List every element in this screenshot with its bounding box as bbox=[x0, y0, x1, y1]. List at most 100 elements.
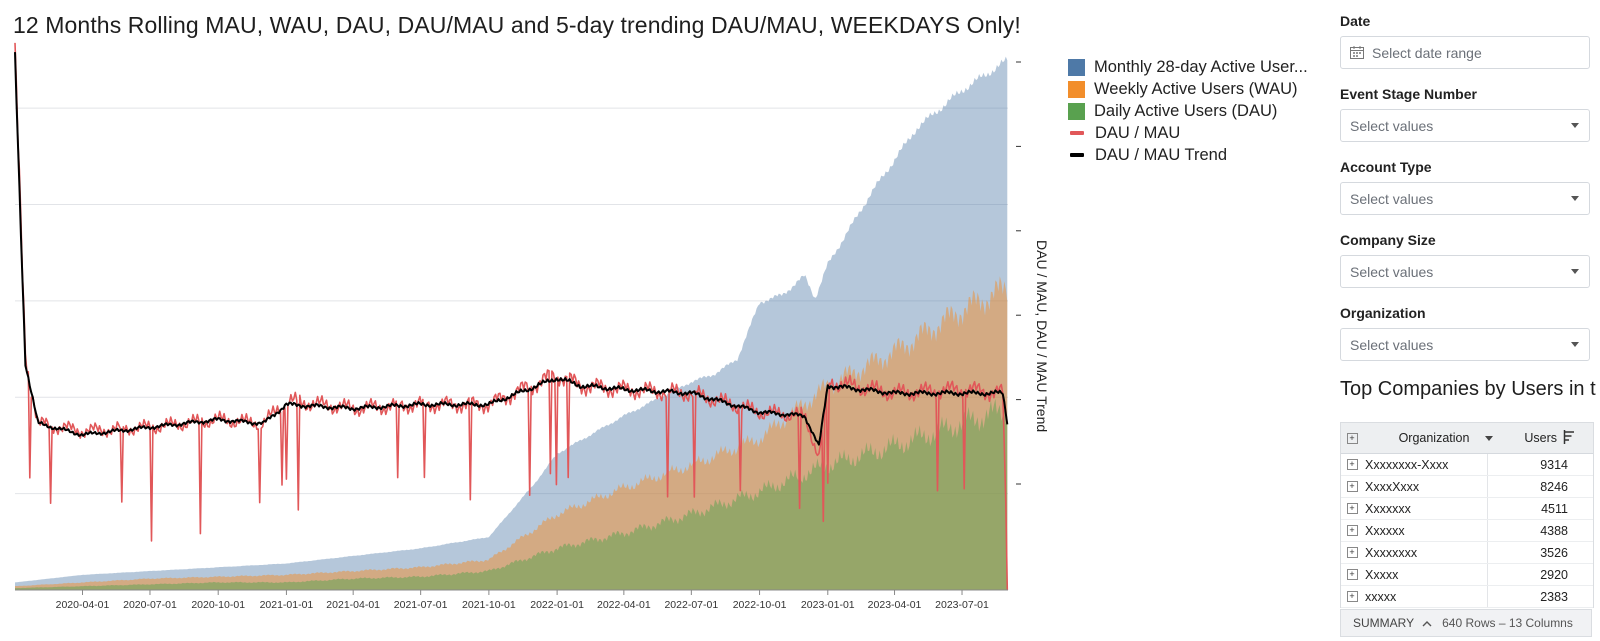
legend-item[interactable]: Weekly Active Users (WAU) bbox=[1068, 78, 1308, 100]
legend-swatch bbox=[1070, 153, 1084, 157]
event-stage-placeholder: Select values bbox=[1350, 117, 1434, 134]
cell-organization: Xxxxxxxx-Xxxx bbox=[1365, 457, 1449, 472]
legend-label: DAU / MAU bbox=[1095, 123, 1181, 142]
table-row[interactable]: + Xxxxxx 4388 bbox=[1341, 520, 1593, 542]
expand-row-icon[interactable]: + bbox=[1341, 459, 1363, 470]
legend-swatch bbox=[1068, 80, 1085, 98]
x-tick-label: 2022-10-01 bbox=[733, 599, 787, 611]
table-row[interactable]: + Xxxxx 2920 bbox=[1341, 564, 1593, 586]
chart-title: 12 Months Rolling MAU, WAU, DAU, DAU/MAU… bbox=[13, 12, 1021, 38]
account-type-select[interactable]: Select values bbox=[1340, 182, 1590, 215]
expand-row-icon[interactable]: + bbox=[1341, 481, 1363, 492]
legend-swatch bbox=[1070, 131, 1084, 135]
cell-users: 2383 bbox=[1487, 586, 1582, 607]
cell-users: 4388 bbox=[1487, 520, 1582, 541]
sort-icon[interactable] bbox=[1563, 429, 1575, 447]
x-tick-label: 2021-10-01 bbox=[462, 599, 516, 611]
column-header-users[interactable]: Users bbox=[1495, 423, 1583, 453]
x-tick-label: 2020-10-01 bbox=[191, 599, 245, 611]
date-range-placeholder: Select date range bbox=[1372, 44, 1482, 61]
filter-label-account-type: Account Type bbox=[1340, 159, 1432, 175]
chart-legend: Monthly 28-day Active User... Weekly Acti… bbox=[1068, 56, 1308, 166]
top-companies-table: + Organization Users + Xxxxxxxx-Xxxx 9314 +… bbox=[1340, 422, 1594, 608]
x-axis: 2020-04-01 2020-07-01 2020-10-01 2021-01-01… bbox=[15, 589, 1008, 611]
legend-swatch bbox=[1068, 58, 1085, 76]
company-size-select[interactable]: Select values bbox=[1340, 255, 1590, 288]
table-row[interactable]: + Xxxxxxx 4511 bbox=[1341, 498, 1593, 520]
legend-label: Weekly Active Users (WAU) bbox=[1094, 79, 1298, 98]
cell-organization: Xxxxxxx bbox=[1365, 501, 1411, 516]
table-row[interactable]: + Xxxxxxxx-Xxxx 9314 bbox=[1341, 454, 1593, 476]
line-series bbox=[14, 42, 1009, 591]
legend-label: DAU / MAU Trend bbox=[1095, 145, 1228, 164]
expand-row-icon[interactable]: + bbox=[1341, 525, 1363, 536]
table-title: Top Companies by Users in t bbox=[1340, 378, 1596, 400]
legend-item[interactable]: DAU / MAU Trend bbox=[1068, 144, 1308, 166]
chevron-down-icon bbox=[1571, 123, 1579, 128]
summary-label: SUMMARY bbox=[1353, 616, 1415, 630]
x-tick-label: 2023-07-01 bbox=[935, 599, 989, 611]
table-row[interactable]: + Xxxxxxxx 3526 bbox=[1341, 542, 1593, 564]
x-tick-label: 2022-07-01 bbox=[664, 599, 718, 611]
legend-item[interactable]: Monthly 28-day Active User... bbox=[1068, 56, 1308, 78]
expand-row-icon[interactable]: + bbox=[1341, 547, 1363, 558]
right-y-axis-label: DAU / MAU, DAU / MAU Trend bbox=[1034, 240, 1050, 432]
company-size-placeholder: Select values bbox=[1350, 263, 1434, 280]
account-type-placeholder: Select values bbox=[1350, 190, 1434, 207]
cell-organization: XxxxXxxx bbox=[1365, 479, 1420, 494]
column-header-organization-label: Organization bbox=[1398, 431, 1470, 445]
filter-label-organization: Organization bbox=[1340, 305, 1426, 321]
chevron-down-icon bbox=[1571, 196, 1579, 201]
column-header-users-label: Users bbox=[1524, 431, 1557, 445]
cell-organization: Xxxxxxxx bbox=[1365, 545, 1418, 560]
cell-users: 3526 bbox=[1487, 542, 1582, 563]
area-series bbox=[15, 56, 1008, 591]
x-tick-label: 2021-07-01 bbox=[394, 599, 448, 611]
x-tick-label: 2020-04-01 bbox=[56, 599, 110, 611]
chevron-down-icon bbox=[1571, 342, 1579, 347]
cell-users: 9314 bbox=[1487, 454, 1582, 475]
table-row[interactable]: + xxxxx 2383 bbox=[1341, 586, 1593, 608]
cell-users: 8246 bbox=[1487, 476, 1582, 497]
expand-all-icon[interactable]: + bbox=[1341, 432, 1363, 444]
expand-row-icon[interactable]: + bbox=[1341, 591, 1363, 602]
table-header: + Organization Users bbox=[1341, 423, 1593, 454]
x-tick-label: 2023-01-01 bbox=[801, 599, 855, 611]
line-series-dau-mau-trend bbox=[14, 52, 1009, 446]
chevron-down-icon bbox=[1571, 269, 1579, 274]
table-body: + Xxxxxxxx-Xxxx 9314 + XxxxXxxx 8246 + Xxxxxxx 4… bbox=[1341, 454, 1593, 608]
column-menu-icon[interactable] bbox=[1485, 436, 1493, 441]
legend-swatch bbox=[1068, 102, 1085, 120]
x-tick-label: 2020-07-01 bbox=[123, 599, 177, 611]
date-range-input[interactable]: Select date range bbox=[1340, 36, 1590, 69]
expand-row-icon[interactable]: + bbox=[1341, 569, 1363, 580]
chevron-up-icon[interactable] bbox=[1422, 616, 1432, 630]
legend-label: Monthly 28-day Active User... bbox=[1094, 57, 1308, 76]
filter-panel: Date Select date range Event Stage Numbe… bbox=[1340, 0, 1600, 641]
expand-row-icon[interactable]: + bbox=[1341, 503, 1363, 514]
x-tick-label: 2022-01-01 bbox=[530, 599, 584, 611]
cell-organization: xxxxx bbox=[1365, 589, 1397, 604]
filter-label-company-size: Company Size bbox=[1340, 232, 1436, 248]
x-tick-label: 2021-01-01 bbox=[260, 599, 314, 611]
calendar-icon bbox=[1350, 46, 1364, 59]
x-tick-label: 2022-04-01 bbox=[597, 599, 651, 611]
x-tick-label: 2021-04-01 bbox=[326, 599, 380, 611]
column-header-organization[interactable]: Organization bbox=[1363, 431, 1495, 445]
organization-placeholder: Select values bbox=[1350, 336, 1434, 353]
event-stage-select[interactable]: Select values bbox=[1340, 109, 1590, 142]
legend-label: Daily Active Users (DAU) bbox=[1094, 101, 1278, 120]
legend-item[interactable]: DAU / MAU bbox=[1068, 122, 1308, 144]
legend-item[interactable]: Daily Active Users (DAU) bbox=[1068, 100, 1308, 122]
cell-users: 2920 bbox=[1487, 564, 1582, 585]
filter-label-event-stage: Event Stage Number bbox=[1340, 86, 1477, 102]
cell-organization: Xxxxxx bbox=[1365, 523, 1405, 538]
x-tick-label: 2023-04-01 bbox=[868, 599, 922, 611]
organization-select[interactable]: Select values bbox=[1340, 328, 1590, 361]
cell-users: 4511 bbox=[1487, 498, 1582, 519]
right-y-axis bbox=[1016, 61, 1021, 485]
table-summary-bar[interactable]: SUMMARY 640 Rows – 13 Columns bbox=[1340, 609, 1592, 637]
table-row[interactable]: + XxxxXxxx 8246 bbox=[1341, 476, 1593, 498]
filter-label-date: Date bbox=[1340, 13, 1371, 29]
cell-organization: Xxxxx bbox=[1365, 567, 1399, 582]
